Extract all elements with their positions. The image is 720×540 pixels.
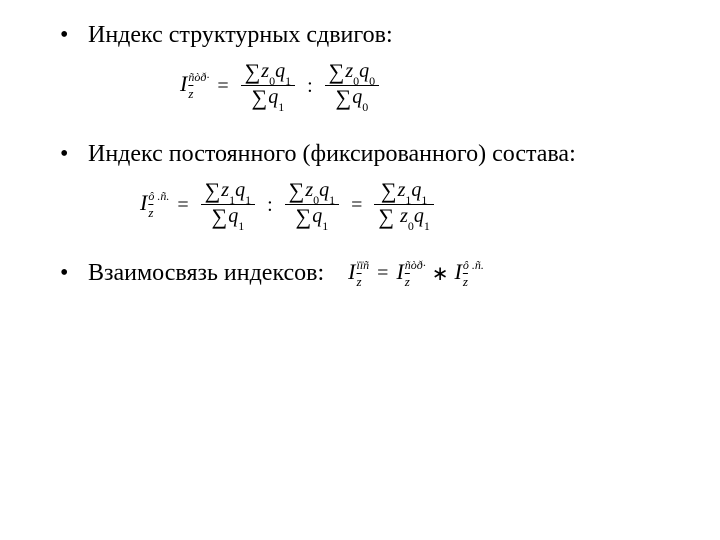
fraction: ∑z0q1 ∑q1 bbox=[241, 60, 295, 111]
item3-text: Взаимосвязь индексов: bbox=[88, 258, 324, 288]
bullet-icon: • bbox=[60, 20, 88, 50]
page: • Индекс структурных сдвигов: I ñòð· z = bbox=[0, 0, 720, 540]
multiply: ∗ bbox=[432, 261, 449, 286]
formula-relation: I ïïñ z = I ñòð· z ∗ bbox=[348, 261, 484, 286]
formula-fixed: I ô .ñ. z = ∑z1q1 ∑q1 bbox=[140, 179, 680, 230]
ratio-colon: : bbox=[307, 76, 313, 96]
fraction: ∑z1q1 ∑ z0q1 bbox=[374, 179, 433, 230]
index-symbol: I ô .ñ. z bbox=[140, 192, 169, 217]
equals: = bbox=[217, 76, 228, 96]
bullet-icon: • bbox=[60, 139, 88, 169]
fraction: ∑z0q0 ∑q0 bbox=[325, 60, 379, 111]
index-symbol: I ïïñ z bbox=[348, 261, 369, 286]
formula-structural: I ñòð· z = ∑z0q1 ∑q1 bbox=[180, 60, 680, 111]
bullet-list: • Индекс структурных сдвигов: I ñòð· z = bbox=[60, 20, 680, 288]
item2-text: Индекс постоянного (фиксированного) сост… bbox=[88, 139, 576, 169]
index-symbol: I ô .ñ. z bbox=[455, 261, 484, 286]
fraction: ∑z0q1 ∑q1 bbox=[285, 179, 339, 230]
list-item: • Индекс постоянного (фиксированного) со… bbox=[60, 139, 680, 230]
index-symbol: I ñòð· z bbox=[180, 73, 209, 98]
item1-text: Индекс структурных сдвигов: bbox=[88, 20, 393, 50]
list-item: • Индекс структурных сдвигов: I ñòð· z = bbox=[60, 20, 680, 111]
fraction: ∑z1q1 ∑q1 bbox=[201, 179, 255, 230]
bullet-icon: • bbox=[60, 258, 88, 288]
list-item: • Взаимосвязь индексов: I ïïñ z = I bbox=[60, 258, 680, 288]
index-symbol: I ñòð· z bbox=[396, 261, 425, 286]
